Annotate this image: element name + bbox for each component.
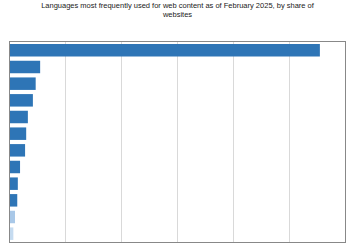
svg-text:Languages most frequently used: Languages most frequently used for web c… <box>41 1 315 20</box>
